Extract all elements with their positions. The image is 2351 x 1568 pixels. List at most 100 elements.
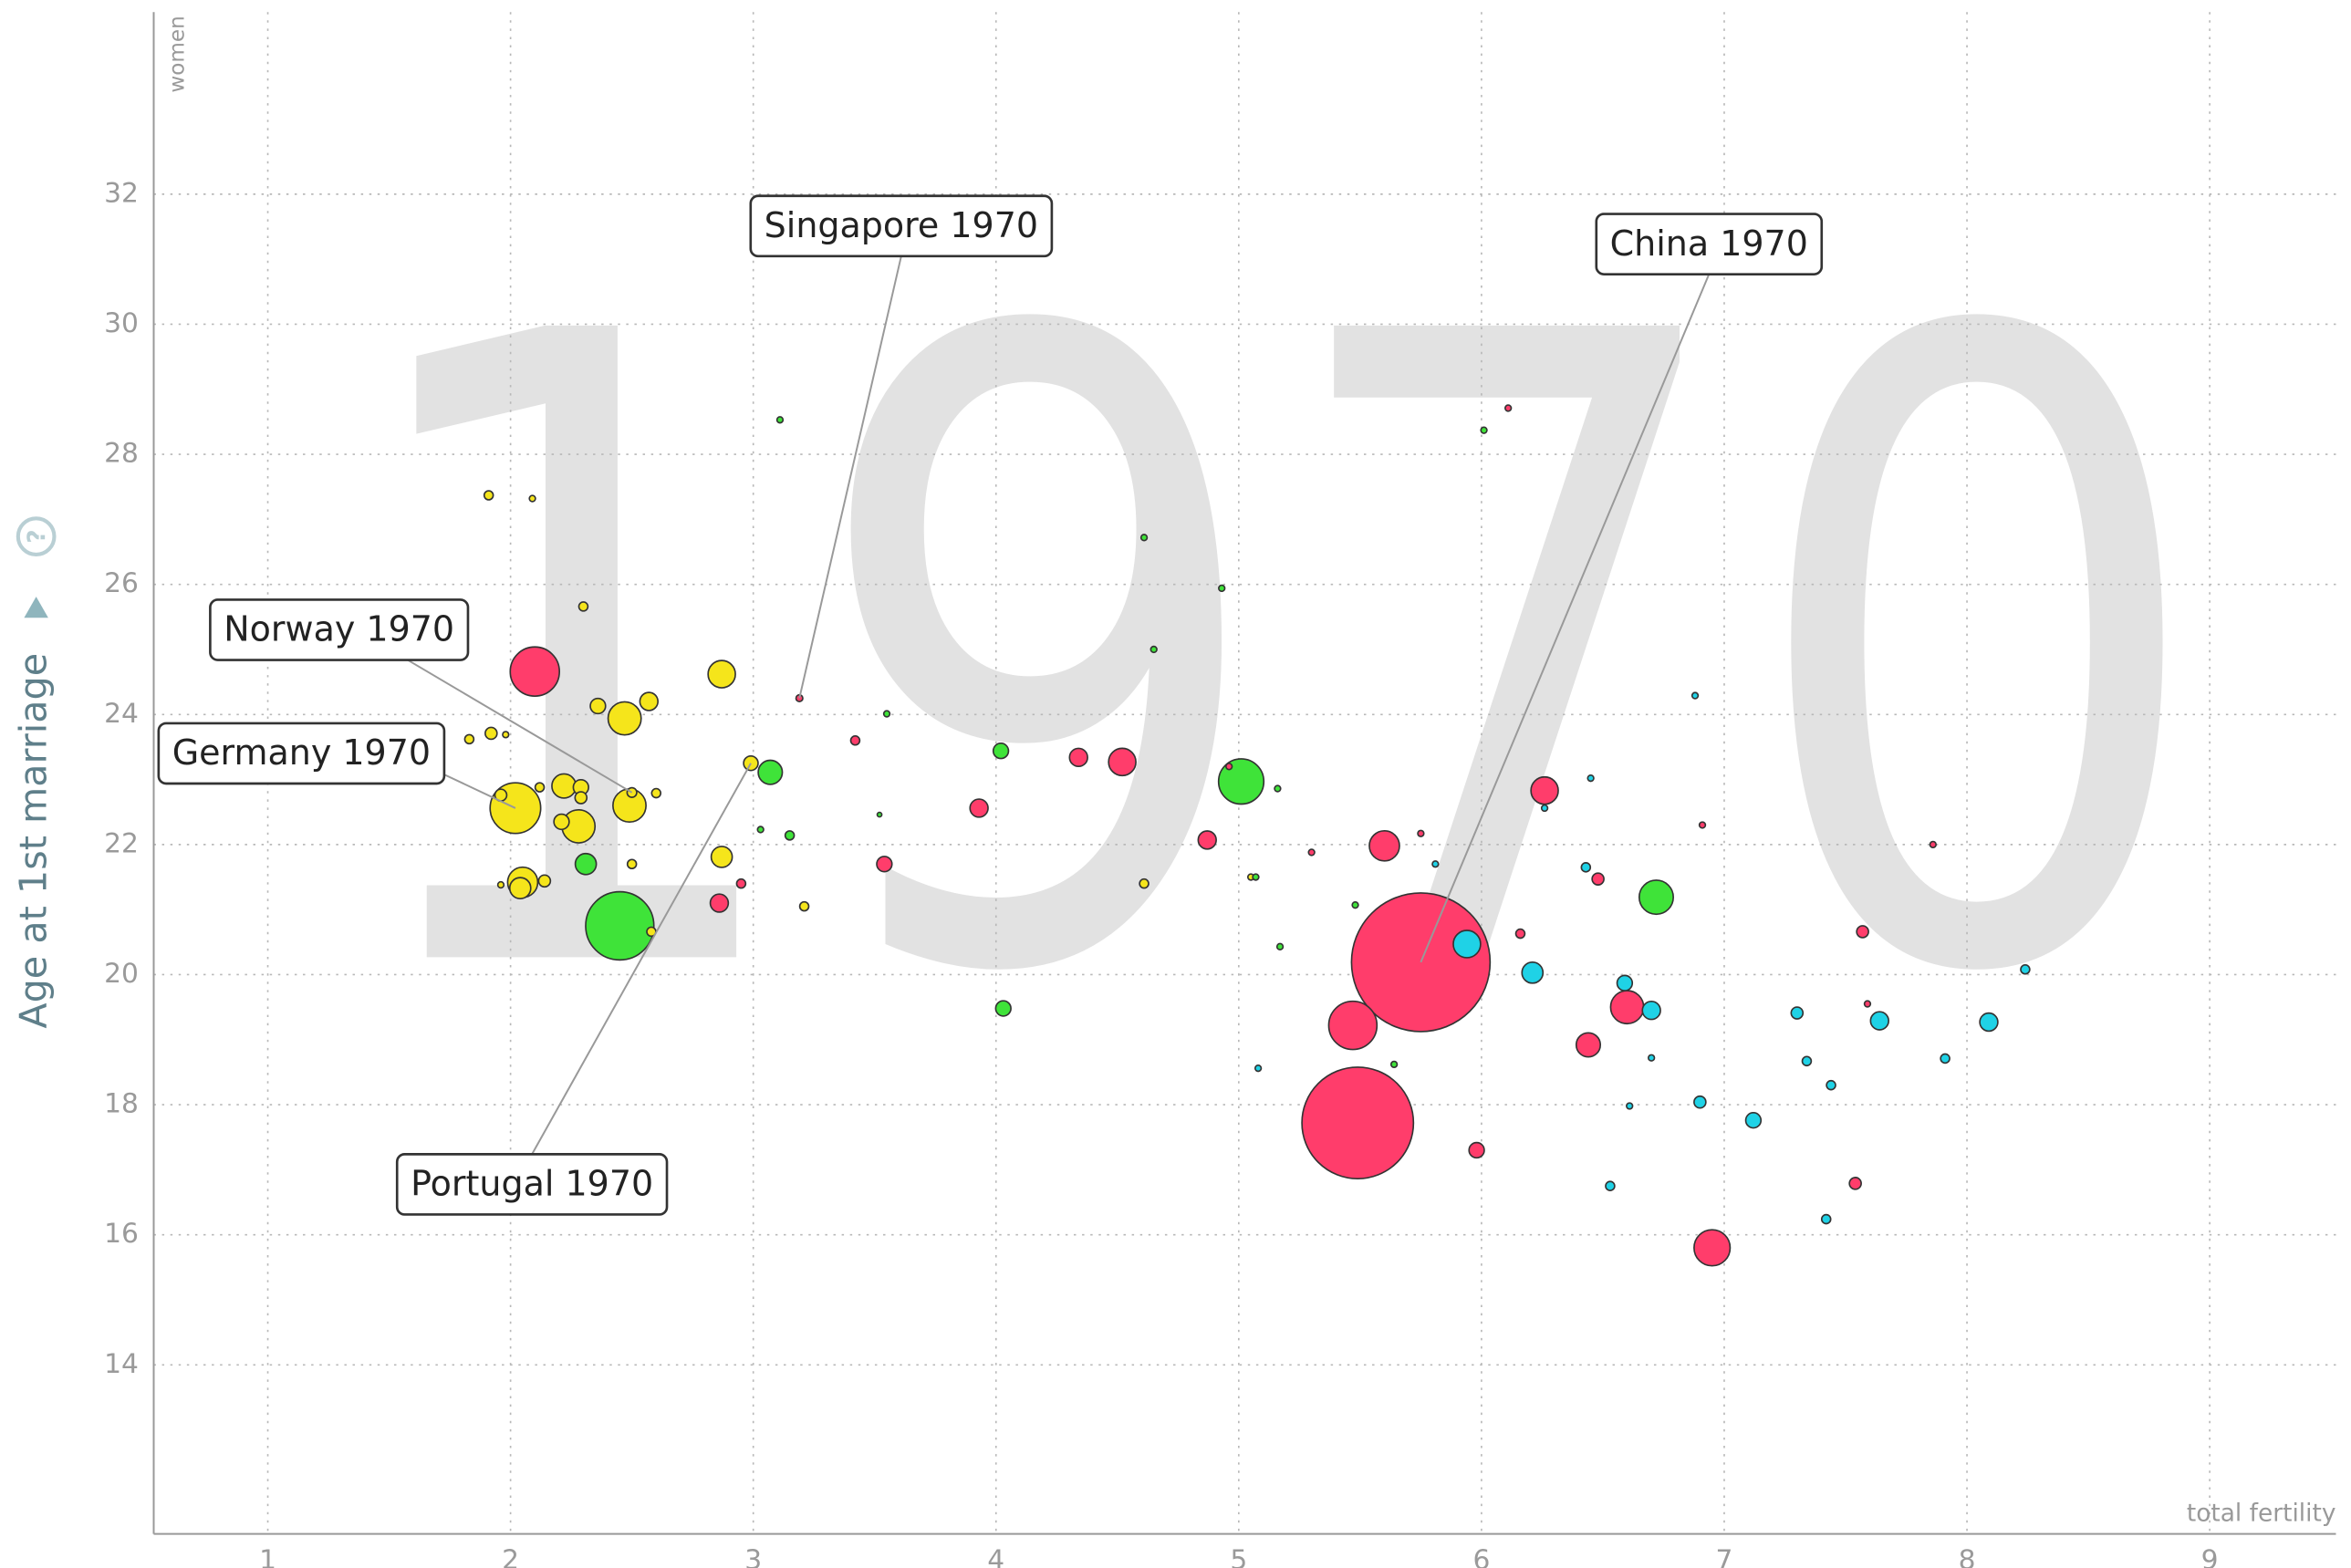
bubble [650,787,662,799]
dropdown-arrow[interactable] [24,597,48,618]
bubble [876,811,883,818]
info-icon[interactable] [16,516,57,556]
bubble [1801,1055,1813,1067]
bubble [1530,775,1559,805]
bubble [551,773,577,799]
annotation-box [209,598,470,661]
bubble [710,846,733,868]
bubble [607,701,642,736]
bubble [483,490,494,501]
bubble [756,826,765,834]
y-tick-label: 14 [104,1348,139,1380]
bubble [1301,1066,1415,1180]
bubble [876,856,893,873]
annotation-text: Singapore 1970 [765,205,1038,245]
bubble [1979,1012,1999,1033]
info-icon-text[interactable]: ? [23,529,51,543]
bubble [1307,848,1316,857]
annotation-text: Germany 1970 [172,732,431,773]
bubble [639,691,659,711]
y-tick-label: 22 [104,827,139,859]
bubble [1540,804,1549,813]
y-axis-title-group[interactable]: Age at 1st marriage ? [12,516,57,1029]
bubble [775,416,785,424]
y-tick-label: 18 [104,1088,139,1120]
bubble [537,874,552,888]
bubble [626,858,638,870]
bubble [508,877,532,899]
bubble [1139,534,1149,542]
x-tick-label: 2 [502,1544,519,1568]
bubble [484,726,498,741]
bubble [1863,1000,1872,1008]
bubble [1940,1053,1950,1064]
bubble [707,659,736,689]
x-tick-label: 1 [259,1544,276,1568]
bubble [1848,1177,1862,1190]
annotation-box [1595,213,1824,275]
bubble [1218,584,1226,593]
annotation-box [749,194,1054,258]
bubble [1626,1102,1634,1110]
bubble [1068,747,1088,768]
x-tick-label: 9 [2201,1544,2219,1568]
bubble [585,890,655,961]
y-axis-subtitle: women [165,16,189,92]
bubble [969,798,989,818]
bubble [1327,1000,1378,1051]
annotation-text: Norway 1970 [224,609,454,649]
bubble [1389,1060,1399,1069]
bubble [577,601,589,612]
bubble [1254,1064,1263,1073]
bubble [1350,892,1492,1033]
annotation-leader [443,774,516,809]
bubble [1149,645,1158,654]
bubble [1826,1079,1836,1091]
bubble [1452,929,1482,959]
y-tick-label: 16 [104,1218,139,1250]
bubble [2020,963,2031,975]
bubble [743,754,759,772]
bubble [1693,1095,1707,1109]
bubble [1790,1006,1805,1020]
bubble [1417,829,1425,837]
bubble [1368,829,1400,862]
bubble [574,852,598,876]
bubble [735,877,747,889]
y-tick-label: 20 [104,958,139,990]
bubble [1468,1141,1485,1159]
bubble [1929,840,1937,849]
annotation-text: China 1970 [1610,223,1808,264]
y-axis-title[interactable]: Age at 1st marriage [12,653,56,1029]
bubble [1690,691,1700,700]
bubble [994,1000,1012,1017]
bubble [1616,974,1634,992]
bubble [1580,862,1592,873]
annotation-box [395,1153,669,1216]
bubble [1504,404,1513,412]
bubble [798,900,810,912]
x-tick-label: 7 [1716,1544,1733,1568]
y-tick-label: 32 [104,177,139,209]
bubble [1225,763,1233,771]
annotation-leader [531,763,752,1155]
bubble [589,697,607,715]
bubble [553,813,570,831]
bubble [502,731,510,739]
bubble [1693,1229,1732,1267]
x-tick-label: 4 [987,1544,1004,1568]
y-tick-label: 28 [104,438,139,470]
bubble [1641,1000,1661,1021]
bubble [757,759,784,785]
bubble [1856,925,1869,939]
bubble [528,494,536,503]
bubble [1605,1180,1616,1191]
bubble [1575,1032,1602,1058]
bubble [463,733,475,745]
annotation-leader [798,255,902,699]
annotation-text: Portugal 1970 [411,1164,653,1204]
bubble [1586,774,1595,783]
x-tick-label: 8 [1959,1544,1976,1568]
bubble [1108,747,1137,777]
y-tick-label: 30 [104,307,139,339]
